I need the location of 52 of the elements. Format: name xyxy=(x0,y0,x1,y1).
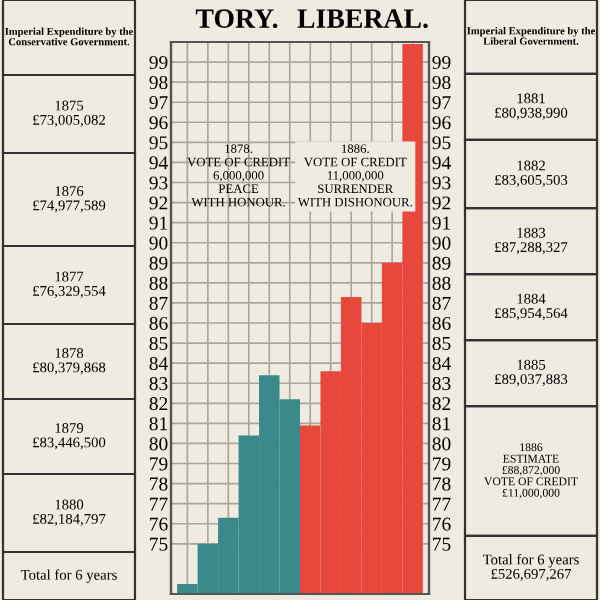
y2-tick-label: 83 xyxy=(432,377,451,391)
y-tick-label: 86 xyxy=(149,316,168,330)
y-tick-label: 78 xyxy=(150,477,168,491)
y-tick-label: 89 xyxy=(149,256,168,270)
y-tick-label: 96 xyxy=(149,116,168,130)
y2-tick-label: 93 xyxy=(432,176,451,190)
y2-tick-label: 87 xyxy=(432,296,451,310)
text: LIBERAL. xyxy=(297,9,428,29)
y-tick-label: 93 xyxy=(149,176,168,190)
y-tick-label: 88 xyxy=(149,276,168,290)
y-tick-label: 85 xyxy=(149,336,168,351)
y-tick-label: 76 xyxy=(150,517,168,531)
y-tick-label: 98 xyxy=(149,75,168,90)
y2-tick-label: 81 xyxy=(432,417,451,431)
y2-tick-label: 77 xyxy=(433,497,451,511)
y2-tick-label: 90 xyxy=(432,236,451,250)
y-tick-label: 81 xyxy=(149,417,168,431)
y2-tick-label: 86 xyxy=(432,316,451,330)
y2-tick-label: 89 xyxy=(432,256,451,270)
y2-tick-label: 88 xyxy=(432,276,451,290)
y-tick-label: 80 xyxy=(149,437,168,451)
y-tick-label: 99 xyxy=(149,55,168,70)
y2-tick-label: 85 xyxy=(432,336,451,351)
y-tick-label: 94 xyxy=(149,156,168,170)
y2-tick-label: 79 xyxy=(433,457,451,471)
text: TORY. xyxy=(195,9,278,29)
y2-tick-label: 82 xyxy=(432,397,451,411)
y-tick-label: 92 xyxy=(149,196,168,210)
y2-tick-label: 95 xyxy=(432,136,451,150)
y-tick-label: 87 xyxy=(149,296,168,310)
y2-tick-label: 98 xyxy=(432,75,451,90)
y2-tick-label: 76 xyxy=(433,517,451,531)
y-tick-label: 91 xyxy=(149,216,168,230)
y-tick-label: 84 xyxy=(149,356,168,371)
y2-tick-label: 75 xyxy=(433,537,451,551)
y2-tick-label: 91 xyxy=(432,216,451,230)
y2-tick-label: 92 xyxy=(432,196,451,210)
y-tick-label: 95 xyxy=(149,136,168,150)
y2-tick-label: 99 xyxy=(432,55,451,70)
y2-tick-label: 80 xyxy=(432,437,451,451)
y-tick-label: 97 xyxy=(149,96,168,110)
y-tick-label: 79 xyxy=(150,457,168,471)
y-tick-label: 82 xyxy=(149,397,168,411)
y2-tick-label: 97 xyxy=(432,96,451,110)
y-tick-label: 75 xyxy=(150,537,168,551)
y2-tick-label: 94 xyxy=(432,156,451,170)
y2-tick-label: 96 xyxy=(432,116,451,130)
y-tick-label: 77 xyxy=(150,497,168,511)
y-tick-label: 83 xyxy=(149,377,168,391)
y-tick-label: 90 xyxy=(149,236,168,250)
y2-tick-label: 84 xyxy=(432,356,451,371)
y2-tick-label: 78 xyxy=(433,477,451,491)
